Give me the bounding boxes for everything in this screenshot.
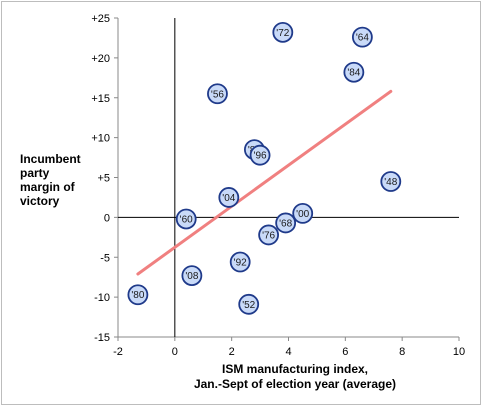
data-point: '92 [229,251,251,273]
y-tick-label: 0 [104,212,110,224]
y-axis-label-line: party [20,166,50,180]
data-point-label: '68 [279,218,292,229]
x-tick-label: 10 [453,346,465,358]
data-point-marker [249,144,271,166]
data-point: '52 [238,293,260,315]
data-point-label: '76 [262,230,275,241]
data-point-marker [292,202,314,224]
data-point-label: '64 [356,33,369,44]
data-point: '64 [351,26,373,48]
data-point: '48 [380,171,402,192]
data-point: '08 [181,265,203,286]
y-tick-label: +25 [91,13,110,25]
data-point-label: '48 [384,177,397,188]
data-point-marker [218,187,240,208]
data-point: '00 [292,202,314,224]
data-point-marker [181,265,203,286]
trend-line [136,89,393,276]
y-tick-label: -10 [94,292,110,304]
data-point-marker [258,224,280,246]
data-point-label: '04 [222,193,235,204]
x-tick-label: 0 [172,346,178,358]
y-tick-label: +10 [91,133,110,145]
data-point-label: '72 [276,28,289,39]
y-axis-label-line: victory [20,194,60,208]
data-point-marker [380,171,402,192]
data-point-marker [272,21,294,43]
data-point: '84 [343,61,365,83]
data-point: '72 [272,21,294,43]
data-point-label: '84 [347,68,360,79]
data-point-marker [229,251,251,273]
x-tick-label: 8 [399,346,405,358]
y-axis-label: Incumbent party margin of victory [20,152,110,208]
data-point-label: '96 [254,151,267,162]
data-point: '04 [218,187,240,208]
data-point: '76 [258,224,280,246]
x-tick-label: 6 [342,346,348,358]
data-point-label: '92 [234,258,247,269]
data-point-marker [238,293,260,315]
data-point: '68 [275,212,297,234]
x-tick-label: 2 [229,346,235,358]
y-axis-label-line: margin of [20,180,75,194]
y-axis-label-line: Incumbent [20,152,81,166]
x-tick-label: 4 [285,346,291,358]
data-point-marker [343,61,365,83]
data-point-label: '00 [296,209,309,220]
x-axis-label: ISM manufacturing index, Jan.-Sept of el… [170,362,420,392]
data-point: '80 [127,284,149,306]
y-tick-label: +15 [91,93,110,105]
data-point-marker [207,83,228,105]
y-tick-label: -5 [100,252,110,264]
data-point-label: '08 [185,271,198,282]
x-axis-label-line: ISM manufacturing index, [221,362,368,376]
data-point-label: '80 [131,290,144,301]
data-point-marker [275,212,297,234]
x-tick-label: -2 [113,346,123,358]
data-point: '60 [175,208,197,230]
y-tick-label: +20 [91,53,110,65]
y-tick-label: -15 [94,332,110,344]
data-point: '56 [207,83,228,105]
y-tick-label: +5 [97,173,110,185]
x-axis-label-line: Jan.-Sept of election year (average) [193,377,397,391]
data-point: '96 [249,144,271,166]
data-point-label: '52 [242,300,255,311]
data-point-label: '60 [180,214,193,225]
data-point-marker [127,284,149,306]
data-point-marker [175,208,197,230]
data-point-marker [351,26,373,48]
data-point-label: '56 [211,89,224,100]
